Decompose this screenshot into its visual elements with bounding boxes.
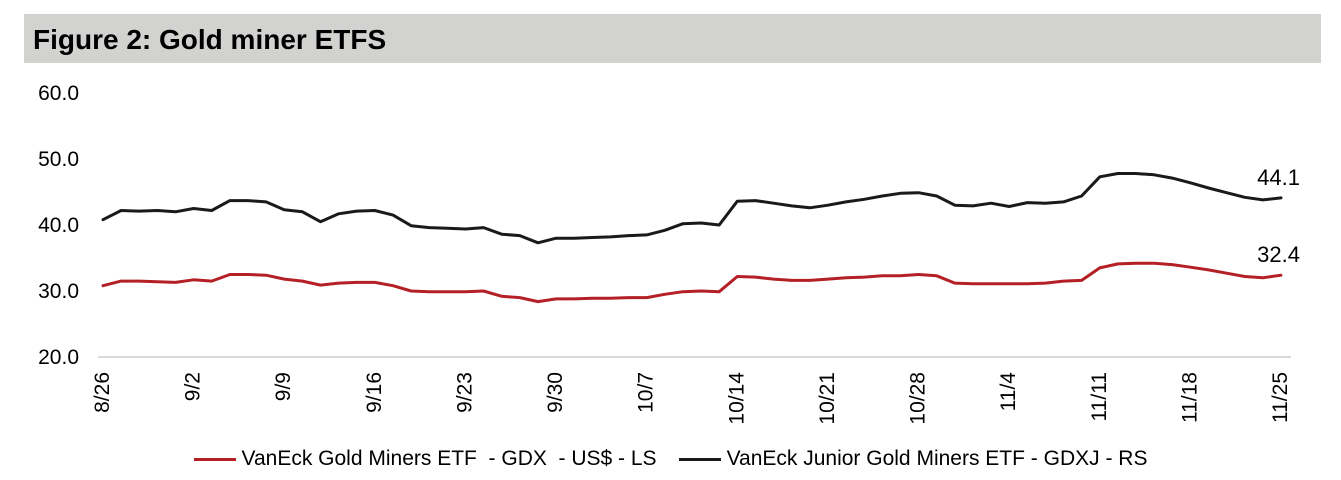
x-tick-label: 11/4 — [997, 372, 1020, 412]
y-tick-label: 60.0 — [38, 82, 79, 105]
gdxj-legend-label: VanEck Junior Gold Miners ETF - GDXJ - R… — [726, 447, 1148, 470]
x-tick-label: 10/21 — [816, 372, 839, 425]
x-tick-label: 9/30 — [544, 372, 567, 413]
x-tick-label: 11/25 — [1269, 372, 1292, 423]
gdx-line — [101, 261, 1283, 304]
legend-item-gdxj: VanEck Junior Gold Miners ETF - GDXJ - R… — [678, 447, 1148, 471]
x-tick-label: 9/2 — [182, 372, 205, 401]
gdx-legend-label: VanEck Gold Miners ETF - GDX - US$ - LS — [241, 447, 657, 470]
gdxj-line — [101, 172, 1283, 245]
x-tick-label: 10/14 — [725, 372, 748, 425]
x-tick-label: 9/16 — [363, 372, 386, 413]
gdxj-end-label: 44.1 — [1257, 165, 1300, 190]
x-tick-label: 8/26 — [91, 372, 114, 413]
y-tick-label: 40.0 — [38, 214, 79, 237]
gdx-end-label: 32.4 — [1257, 242, 1300, 267]
y-tick-label: 30.0 — [38, 280, 79, 303]
figure-title-bar: Figure 2: Gold miner ETFS — [24, 14, 1321, 63]
x-tick-label: 10/28 — [907, 372, 930, 425]
y-tick-label: 20.0 — [38, 346, 79, 369]
x-tick-label: 9/9 — [272, 372, 295, 401]
figure-title: Figure 2: Gold miner ETFS — [33, 24, 387, 55]
gdx-line-swatch — [193, 457, 236, 461]
x-tick-label: 9/23 — [453, 372, 476, 413]
legend-item-gdx: VanEck Gold Miners ETF - GDX - US$ - LS — [193, 447, 657, 471]
y-tick-label: 50.0 — [38, 148, 79, 171]
legend: VanEck Gold Miners ETF - GDX - US$ - LS … — [0, 444, 1341, 474]
x-tick-label: 11/11 — [1088, 372, 1111, 421]
x-tick-label: 10/7 — [635, 372, 658, 413]
gdxj-line-swatch — [678, 457, 721, 461]
x-tick-label: 11/18 — [1178, 372, 1201, 423]
